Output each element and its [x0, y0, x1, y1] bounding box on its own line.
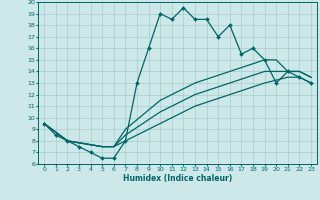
X-axis label: Humidex (Indice chaleur): Humidex (Indice chaleur) [123, 174, 232, 183]
